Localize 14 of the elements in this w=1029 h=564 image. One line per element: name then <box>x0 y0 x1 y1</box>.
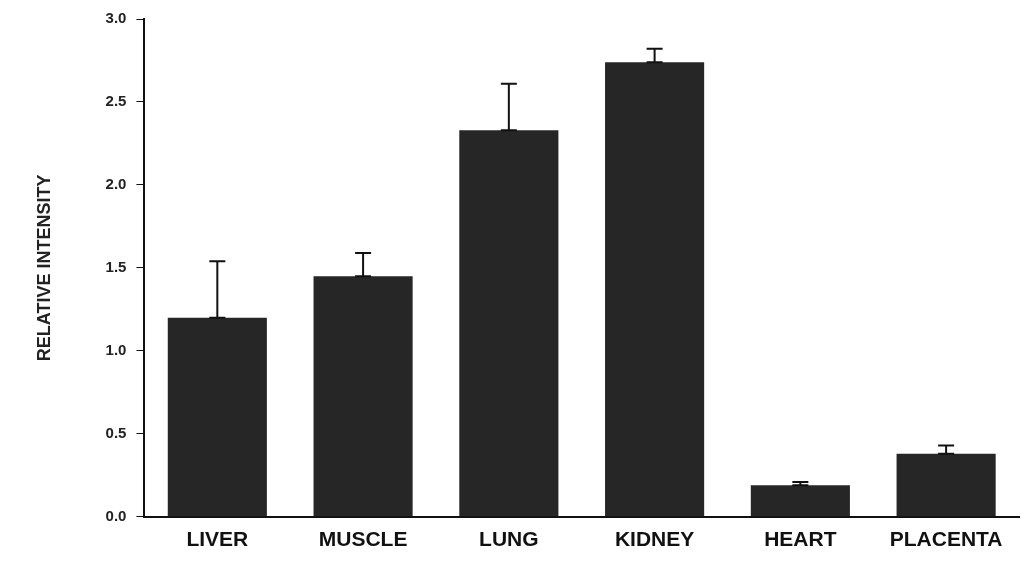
y-tick-label: 2.0 <box>105 175 127 193</box>
y-tick-label: 1.5 <box>105 258 127 276</box>
y-tick-label: 3.0 <box>105 9 127 27</box>
y-tick-label: 1.0 <box>105 341 127 359</box>
y-axis-title: RELATIVE INTENSITY <box>33 174 54 362</box>
x-tick-label: HEART <box>764 527 837 551</box>
x-tick-label: KIDNEY <box>614 527 695 551</box>
x-tick-label: PLACENTA <box>889 527 1003 551</box>
y-tick-label: 0.0 <box>105 506 127 524</box>
x-tick-label: LUNG <box>479 527 539 551</box>
y-tick-label: 2.5 <box>105 92 127 110</box>
y-tick-label: 0.5 <box>105 423 127 441</box>
x-tick-label: LIVER <box>186 527 249 551</box>
x-tick-label: MUSCLE <box>318 527 408 551</box>
